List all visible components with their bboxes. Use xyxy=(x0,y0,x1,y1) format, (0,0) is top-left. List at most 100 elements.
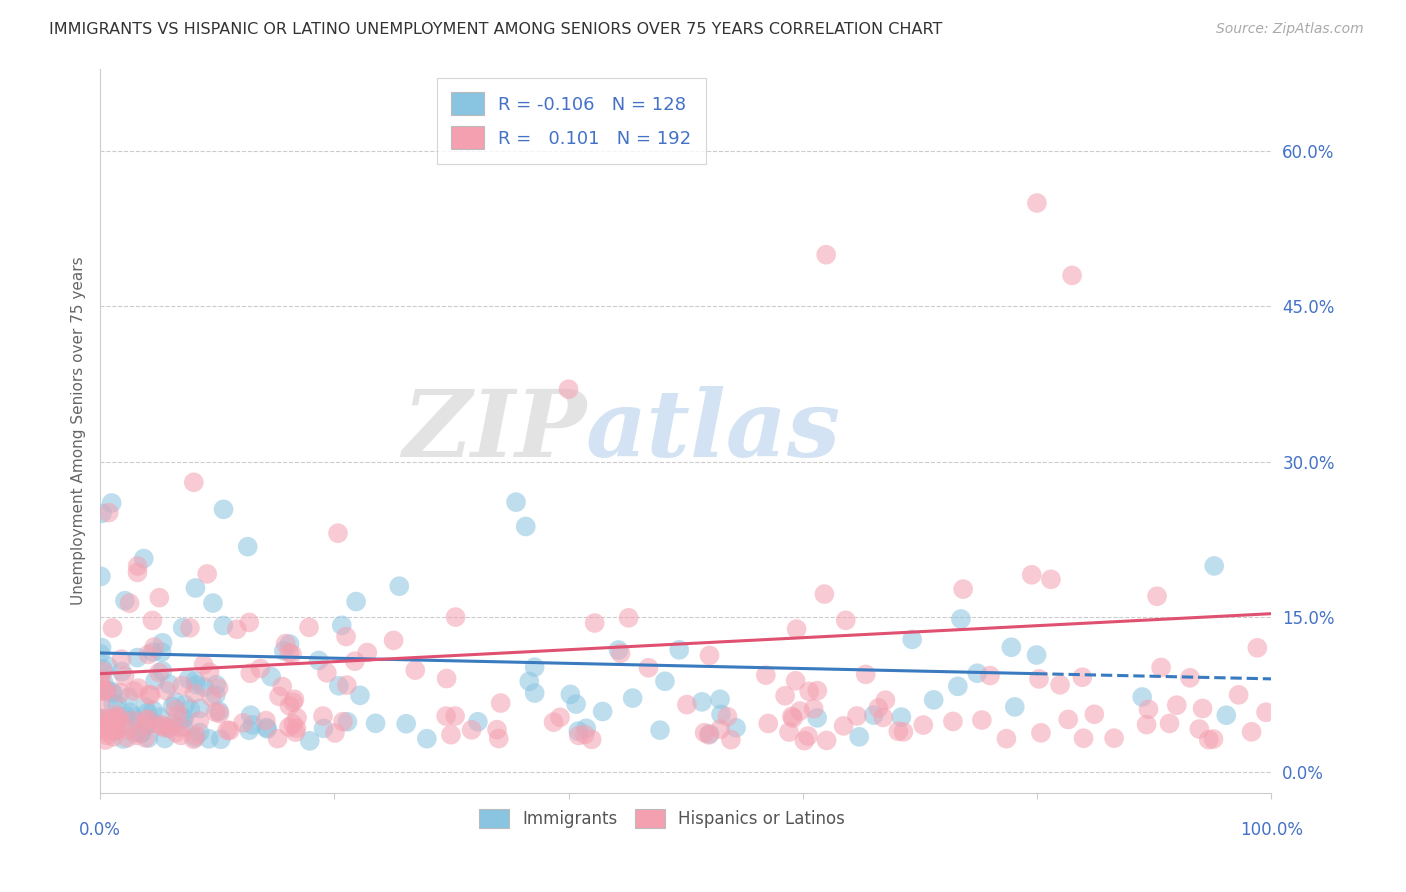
Point xyxy=(607,643,630,657)
Point xyxy=(946,679,969,693)
Point xyxy=(174,698,197,712)
Point xyxy=(242,718,264,732)
Point xyxy=(122,709,145,723)
Point xyxy=(100,496,122,510)
Point xyxy=(942,714,965,729)
Point xyxy=(143,673,166,688)
Point xyxy=(184,673,207,688)
Point xyxy=(162,699,184,714)
Point xyxy=(90,714,112,728)
Point xyxy=(344,594,367,608)
Point xyxy=(949,612,972,626)
Point xyxy=(142,716,165,731)
Point xyxy=(1137,702,1160,716)
Point xyxy=(170,728,193,742)
Point xyxy=(875,693,897,707)
Point xyxy=(444,709,467,723)
Point xyxy=(177,672,200,686)
Point xyxy=(127,650,149,665)
Point xyxy=(112,732,135,747)
Point xyxy=(200,690,222,704)
Text: IMMIGRANTS VS HISPANIC OR LATINO UNEMPLOYMENT AMONG SENIORS OVER 75 YEARS CORREL: IMMIGRANTS VS HISPANIC OR LATINO UNEMPLO… xyxy=(49,22,942,37)
Point xyxy=(1073,731,1095,746)
Point xyxy=(254,714,277,728)
Point xyxy=(1198,732,1220,747)
Text: atlas: atlas xyxy=(586,385,841,475)
Point xyxy=(979,668,1001,682)
Point xyxy=(803,702,825,716)
Point xyxy=(238,723,260,738)
Point xyxy=(100,722,122,736)
Point xyxy=(323,726,346,740)
Point xyxy=(155,683,177,698)
Point xyxy=(103,730,125,744)
Point xyxy=(845,709,868,723)
Point xyxy=(592,705,614,719)
Point xyxy=(693,725,716,739)
Point xyxy=(436,672,458,686)
Point xyxy=(184,731,207,745)
Point xyxy=(609,646,631,660)
Point xyxy=(278,720,301,734)
Point xyxy=(193,680,215,694)
Point xyxy=(212,502,235,516)
Point xyxy=(285,711,308,725)
Point xyxy=(188,701,211,715)
Point xyxy=(285,721,308,735)
Point xyxy=(349,689,371,703)
Point xyxy=(152,636,174,650)
Point xyxy=(274,637,297,651)
Point xyxy=(557,382,579,396)
Point xyxy=(364,716,387,731)
Point xyxy=(117,690,139,705)
Point xyxy=(283,695,305,709)
Point xyxy=(523,686,546,700)
Point xyxy=(93,674,115,689)
Point xyxy=(548,710,571,724)
Point xyxy=(179,702,201,716)
Point xyxy=(97,659,120,673)
Point xyxy=(127,559,149,574)
Point xyxy=(952,582,974,596)
Point xyxy=(165,702,187,716)
Point xyxy=(260,670,283,684)
Point xyxy=(94,733,117,747)
Point xyxy=(198,665,221,680)
Point xyxy=(104,711,127,725)
Point xyxy=(172,678,194,692)
Point xyxy=(654,674,676,689)
Point xyxy=(1178,671,1201,685)
Point xyxy=(912,718,935,732)
Point xyxy=(201,596,224,610)
Point xyxy=(1057,713,1080,727)
Point xyxy=(193,657,215,672)
Point xyxy=(815,248,838,262)
Point xyxy=(117,723,139,737)
Point xyxy=(813,587,835,601)
Point xyxy=(724,721,747,735)
Point xyxy=(135,718,157,732)
Point xyxy=(1246,640,1268,655)
Point xyxy=(96,728,118,742)
Point xyxy=(284,725,307,739)
Point xyxy=(91,665,114,679)
Point xyxy=(797,729,820,743)
Text: 0.0%: 0.0% xyxy=(79,822,121,839)
Point xyxy=(1202,732,1225,747)
Point xyxy=(1049,678,1071,692)
Point xyxy=(218,723,240,738)
Point xyxy=(138,688,160,702)
Point xyxy=(1191,701,1213,715)
Point xyxy=(1188,722,1211,736)
Point xyxy=(444,610,467,624)
Point xyxy=(1071,670,1094,684)
Point xyxy=(90,694,112,708)
Point xyxy=(96,712,118,726)
Point xyxy=(96,683,118,698)
Point xyxy=(271,680,294,694)
Point xyxy=(225,622,247,636)
Point xyxy=(489,696,512,710)
Point xyxy=(273,644,295,658)
Point xyxy=(699,727,721,741)
Point xyxy=(89,647,111,661)
